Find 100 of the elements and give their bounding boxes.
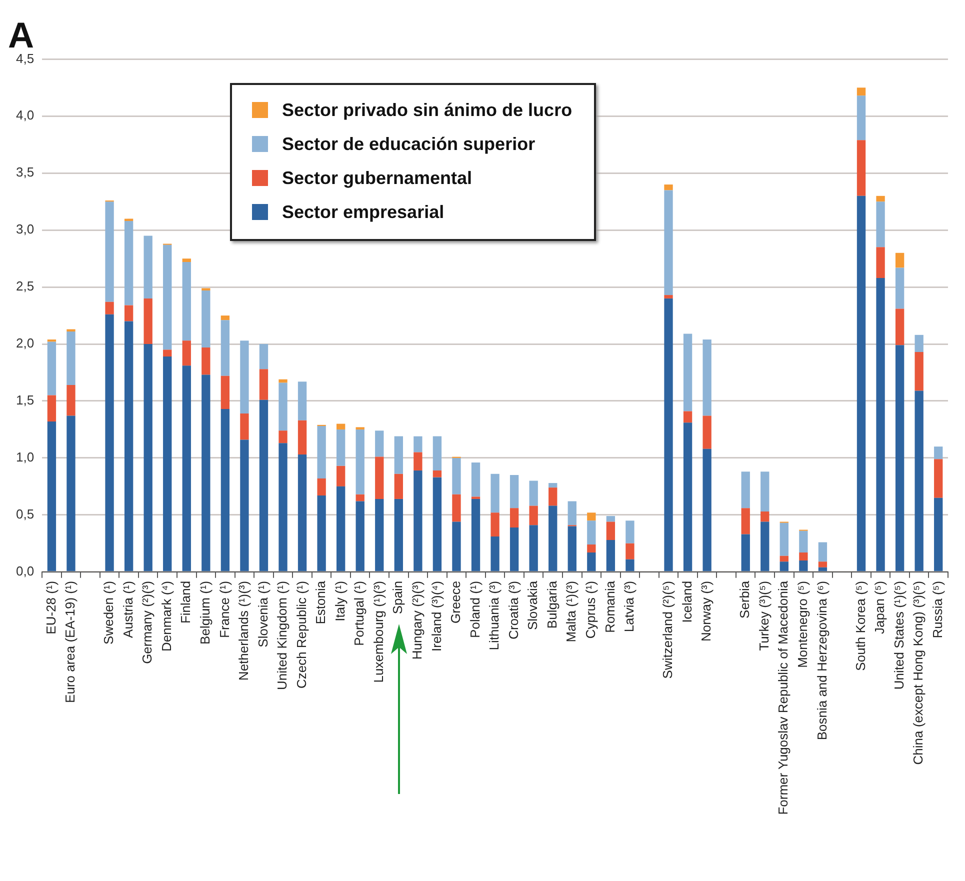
- x-tick-label: Hungary (²)(³): [410, 580, 425, 660]
- bar: [626, 520, 634, 544]
- bar: [259, 400, 268, 572]
- bar: [799, 552, 808, 560]
- legend-label: Sector privado sin ánimo de lucro: [282, 100, 572, 120]
- y-tick-label: 0,5: [16, 506, 34, 522]
- bar: [432, 436, 442, 470]
- bar: [741, 472, 750, 508]
- x-tick-label: United States (¹)(⁵): [891, 580, 906, 690]
- bar: [490, 474, 500, 513]
- bar: [105, 202, 114, 302]
- x-tick-label: Russia (⁵): [930, 580, 945, 638]
- legend-label: Sector gubernamental: [282, 168, 472, 188]
- bar: [202, 347, 210, 375]
- bar: [510, 527, 519, 572]
- bar: [220, 316, 230, 320]
- bar: [760, 472, 770, 512]
- bar: [124, 305, 134, 322]
- bar: [317, 478, 326, 496]
- bar: [375, 456, 384, 499]
- x-tick-label: Finland: [178, 580, 194, 624]
- bar: [606, 516, 616, 522]
- bar: [934, 498, 943, 572]
- bar: [432, 477, 442, 572]
- bar: [163, 350, 172, 357]
- x-tick-label: Czech Republic (¹): [294, 580, 309, 689]
- bar: [240, 414, 249, 440]
- bar: [182, 366, 191, 572]
- bar: [780, 556, 788, 562]
- bar: [471, 462, 480, 497]
- x-tick-label: Former Yugoslav Republic of Macedonia: [776, 580, 791, 815]
- bar: [298, 420, 307, 455]
- bar: [914, 352, 924, 391]
- bar: [375, 430, 384, 457]
- bar: [220, 376, 230, 409]
- bar: [298, 382, 307, 420]
- bar: [895, 252, 904, 268]
- x-tick-label: Montenegro (⁵): [795, 580, 810, 668]
- y-tick-label: 1,5: [16, 392, 34, 408]
- bar: [163, 244, 172, 350]
- bar: [510, 508, 519, 528]
- x-tick-label: Sweden (¹): [101, 580, 116, 644]
- bar: [799, 530, 808, 553]
- bar: [394, 498, 403, 572]
- bar: [452, 494, 461, 522]
- x-tick-label: Netherlands (¹)(³): [236, 580, 252, 681]
- bar: [856, 140, 866, 196]
- bar: [683, 422, 692, 572]
- bar: [568, 526, 576, 572]
- bar: [741, 508, 750, 534]
- x-tick-label: Japan (⁵): [872, 580, 888, 634]
- bar: [394, 474, 403, 499]
- x-tick-label: EU-28 (¹): [43, 580, 58, 634]
- bar: [356, 501, 364, 572]
- bar: [182, 262, 191, 341]
- bar: [606, 522, 616, 540]
- bar: [220, 408, 230, 572]
- x-tick-label: Norway (³): [698, 580, 714, 642]
- bar: [606, 540, 616, 572]
- bar: [895, 308, 904, 346]
- bar: [240, 340, 249, 414]
- bar: [452, 522, 461, 572]
- y-tick-label: 3,5: [16, 164, 34, 180]
- bar: [414, 436, 422, 452]
- x-tick-label: Portugal (¹): [352, 580, 367, 646]
- bar: [529, 506, 538, 526]
- x-tick-label: Serbia: [737, 580, 752, 618]
- bar: [298, 454, 307, 572]
- x-tick-label: Croatia (³): [506, 580, 521, 640]
- x-tick-label: United Kingdom (¹): [274, 580, 290, 690]
- x-tick-label: France (¹): [216, 580, 232, 638]
- bar: [414, 470, 422, 572]
- bar: [47, 421, 56, 572]
- bar: [876, 247, 885, 278]
- y-tick-label: 2,0: [16, 336, 34, 351]
- bar: [317, 496, 326, 572]
- bar: [336, 424, 346, 430]
- x-tick-label: Romania: [602, 580, 618, 633]
- bar: [529, 480, 538, 506]
- bar: [490, 512, 500, 537]
- x-tick-label: Malta (¹)(³): [564, 580, 579, 642]
- bar: [336, 466, 346, 486]
- bar: [934, 459, 943, 498]
- bar: [375, 498, 384, 572]
- x-tick-label: Germany (²)(³): [140, 580, 155, 664]
- bar: [587, 512, 596, 521]
- bar: [856, 88, 866, 96]
- x-tick-label: Ireland (³)(⁴): [428, 580, 444, 652]
- x-tick-label: Euro area (EA-19) (¹): [62, 580, 78, 703]
- bar: [105, 314, 114, 572]
- bar: [587, 552, 596, 572]
- x-tick-label: Slovenia (¹): [255, 580, 270, 648]
- bar: [818, 567, 828, 572]
- bar: [702, 416, 712, 449]
- bar: [182, 340, 191, 366]
- bar: [895, 345, 904, 572]
- y-tick-label: 2,5: [16, 278, 34, 294]
- bar: [144, 298, 152, 344]
- x-tick-label: Denmark (⁴): [158, 580, 174, 652]
- bar: [510, 475, 519, 508]
